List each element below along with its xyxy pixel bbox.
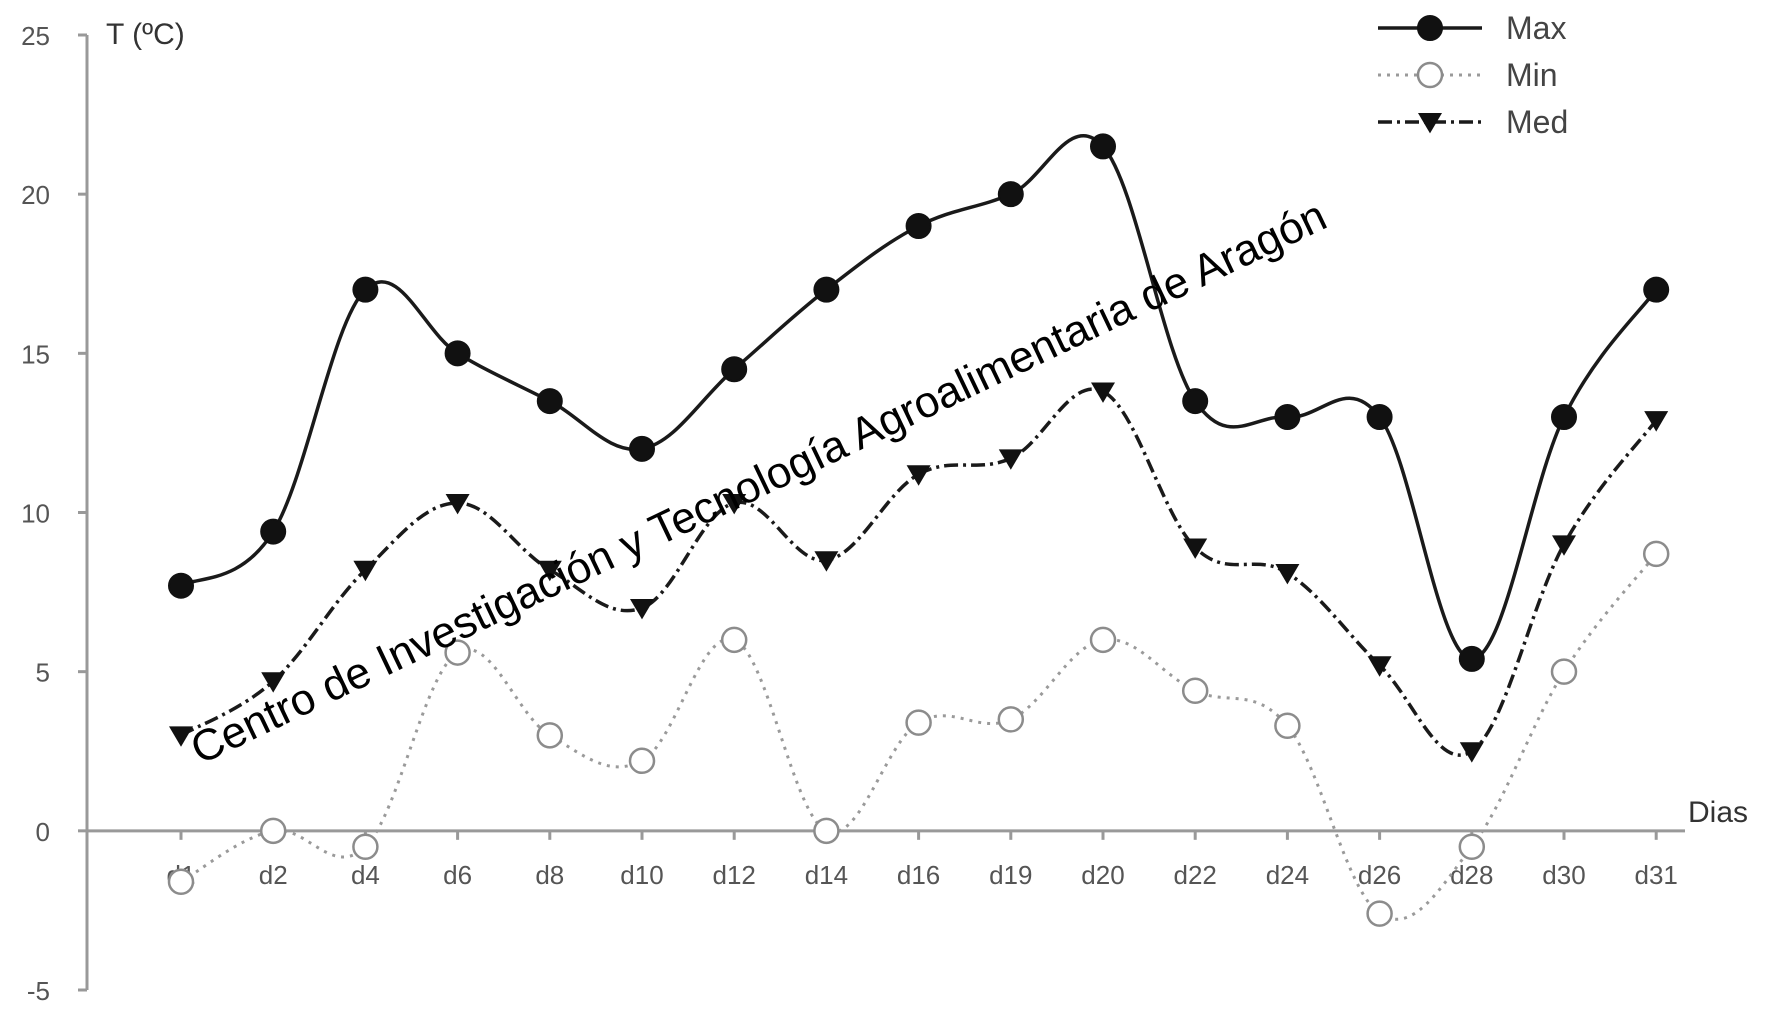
series-max-point bbox=[536, 388, 563, 415]
series-max-point bbox=[1090, 133, 1116, 160]
series-med-point bbox=[722, 493, 747, 515]
series-max-point bbox=[629, 435, 655, 462]
series-layer bbox=[167, 133, 1670, 927]
series-med-point bbox=[1459, 742, 1484, 763]
series-max-point bbox=[905, 213, 932, 239]
series-max-point bbox=[1274, 404, 1301, 430]
x-tick-label: d8 bbox=[535, 860, 564, 890]
series-min-point bbox=[1642, 540, 1670, 568]
series-med-point bbox=[169, 726, 193, 747]
legend-med-label: Med bbox=[1506, 104, 1568, 140]
x-tick-label: d2 bbox=[259, 860, 288, 890]
y-tick-label: -5 bbox=[27, 976, 50, 1006]
series-med-point bbox=[353, 560, 378, 582]
x-tick-label: d22 bbox=[1174, 860, 1217, 890]
series-max-point bbox=[444, 340, 471, 367]
series-min-point bbox=[905, 709, 932, 736]
y-tick-label: 5 bbox=[36, 658, 50, 688]
x-tick-label: d14 bbox=[805, 860, 848, 890]
series-med-line bbox=[180, 387, 1658, 757]
series-med-point bbox=[998, 449, 1023, 470]
x-tick-label: d26 bbox=[1358, 860, 1401, 890]
series-min-point bbox=[1181, 677, 1209, 705]
y-tick-label: 25 bbox=[21, 21, 50, 51]
y-tick-label: 20 bbox=[21, 180, 50, 210]
series-max-point bbox=[168, 572, 194, 599]
series-min-point bbox=[813, 817, 840, 845]
x-tick-label: d10 bbox=[620, 860, 663, 890]
series-med-point bbox=[1183, 538, 1208, 559]
series-max-point bbox=[997, 181, 1024, 208]
x-tick-label: d16 bbox=[897, 860, 940, 890]
series-min-point bbox=[167, 868, 195, 896]
series-med-point bbox=[1644, 411, 1669, 432]
x-tick-label: d6 bbox=[443, 860, 472, 890]
series-min-line bbox=[180, 552, 1658, 921]
series-med-point bbox=[1091, 382, 1115, 403]
series-min-point bbox=[628, 747, 656, 775]
x-tick-label: d4 bbox=[351, 860, 380, 890]
series-max-point bbox=[1366, 404, 1393, 430]
series-max-point bbox=[1182, 388, 1209, 415]
series-min-point bbox=[1274, 712, 1301, 740]
series-med-point bbox=[1552, 535, 1576, 556]
series-med-point bbox=[445, 493, 470, 515]
x-tick-label: d19 bbox=[989, 860, 1032, 890]
series-min-point bbox=[1550, 658, 1578, 685]
series-max-point bbox=[1458, 645, 1485, 672]
series-min-point bbox=[444, 639, 471, 666]
series-min-point bbox=[259, 817, 287, 845]
x-tick-label: d20 bbox=[1081, 860, 1124, 890]
series-max-point bbox=[352, 276, 379, 303]
legend-min-label: Min bbox=[1506, 57, 1558, 93]
series-min-point bbox=[1458, 833, 1486, 860]
series-med-point bbox=[1367, 656, 1392, 677]
series-min-point bbox=[352, 833, 379, 860]
y-tick-label: 15 bbox=[21, 339, 50, 369]
legend-min-point bbox=[1416, 61, 1444, 89]
axes bbox=[85, 35, 1685, 990]
x-tick-label: d24 bbox=[1266, 860, 1309, 890]
series-max-point bbox=[1643, 276, 1670, 303]
series-max-point bbox=[721, 356, 748, 383]
series-min-point bbox=[1366, 900, 1393, 927]
y-tick-label: 0 bbox=[36, 817, 50, 847]
series-max bbox=[168, 133, 1670, 672]
x-tick-label: d30 bbox=[1542, 860, 1585, 890]
series-max-point bbox=[260, 518, 287, 545]
y-ticks: -5 0 5 10 15 20 25 bbox=[21, 21, 87, 1006]
series-max-line bbox=[180, 134, 1658, 661]
series-min-point bbox=[997, 706, 1025, 733]
legend: Max Min Med bbox=[1378, 10, 1568, 140]
x-tick-label: d12 bbox=[713, 860, 756, 890]
x-tick-label: d28 bbox=[1450, 860, 1493, 890]
series-med-point bbox=[1275, 563, 1300, 585]
series-med bbox=[169, 382, 1669, 763]
series-med-point bbox=[630, 599, 654, 620]
series-med-point bbox=[814, 551, 839, 572]
series-med-point bbox=[906, 465, 931, 486]
y-tick-label: 10 bbox=[21, 499, 50, 529]
series-min bbox=[167, 540, 1670, 927]
series-min-point bbox=[536, 722, 564, 749]
series-min-point bbox=[720, 626, 748, 654]
series-max-point bbox=[813, 276, 840, 303]
series-med-point bbox=[261, 672, 286, 693]
x-tick-label: d31 bbox=[1635, 860, 1678, 890]
series-max-point bbox=[1551, 404, 1577, 430]
legend-max-point bbox=[1417, 15, 1443, 41]
series-min-point bbox=[1089, 626, 1117, 654]
legend-med-point bbox=[1418, 113, 1442, 134]
x-axis-label: Dias bbox=[1688, 796, 1748, 829]
series-med-point bbox=[537, 560, 562, 582]
watermark-text: Centro de Investigación y Tecnología Agr… bbox=[183, 191, 1334, 774]
legend-max-label: Max bbox=[1506, 10, 1566, 46]
x-ticks: d1d2d4d6d8d10d12d14d16d19d20d22d24d26d28… bbox=[167, 830, 1678, 890]
y-axis-label: T (ºC) bbox=[106, 18, 185, 51]
